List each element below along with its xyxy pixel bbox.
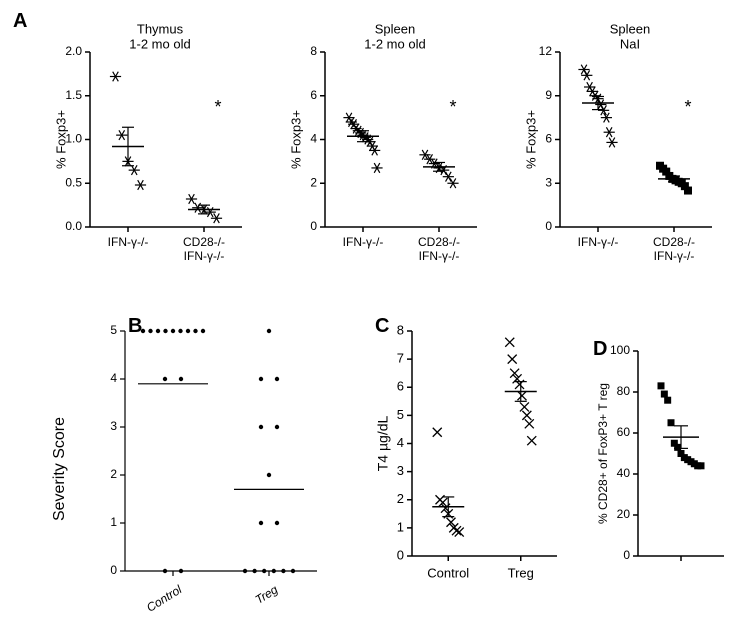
svg-text:12: 12 <box>539 44 553 58</box>
chart-spleen-nai: 036912% Foxp3+IFN-γ-/-CD28-/-IFN-γ-/-*Sp… <box>520 18 720 272</box>
svg-text:0: 0 <box>397 547 404 562</box>
svg-text:*: * <box>214 97 221 117</box>
panel-a-label: A <box>13 10 27 33</box>
svg-text:3: 3 <box>110 419 117 433</box>
svg-text:% CD28+ of FoxP3+ T reg: % CD28+ of FoxP3+ T reg <box>596 383 610 524</box>
svg-text:20: 20 <box>617 507 631 521</box>
svg-text:0: 0 <box>545 219 552 233</box>
svg-text:% Foxp3+: % Foxp3+ <box>288 110 303 169</box>
chart-cd28: 0 20 40 60 80 100 % CD28+ of FoxP3+ T reg <box>590 345 730 568</box>
svg-text:2: 2 <box>110 467 117 481</box>
svg-text:1-2 mo old: 1-2 mo old <box>129 36 190 51</box>
svg-text:2.0: 2.0 <box>65 44 82 58</box>
svg-text:3: 3 <box>397 463 404 478</box>
svg-text:6: 6 <box>397 379 404 394</box>
svg-text:1.5: 1.5 <box>65 88 82 102</box>
svg-text:CD28-/-: CD28-/- <box>183 235 225 249</box>
svg-text:5: 5 <box>397 407 404 422</box>
svg-text:8: 8 <box>397 325 404 337</box>
chart-thymus: 0.00.51.01.52.0% Foxp3+IFN-γ-/-CD28-/-IF… <box>50 18 250 272</box>
svg-text:6: 6 <box>545 132 552 146</box>
svg-text:Control: Control <box>427 565 469 580</box>
chart-t4: 0 1 2 3 4 5 6 7 8 T4 µg/dL Control Treg <box>370 325 565 586</box>
svg-text:100: 100 <box>610 345 630 357</box>
svg-text:0.0: 0.0 <box>65 219 82 233</box>
svg-text:3: 3 <box>545 175 552 189</box>
svg-text:IFN-γ-/-: IFN-γ-/- <box>184 249 225 263</box>
svg-text:4: 4 <box>110 371 117 385</box>
svg-text:8: 8 <box>310 44 317 58</box>
svg-text:60: 60 <box>617 425 631 439</box>
svg-text:NaI: NaI <box>620 36 640 51</box>
svg-text:5: 5 <box>110 325 117 337</box>
svg-text:*: * <box>449 97 456 117</box>
svg-text:6: 6 <box>310 88 317 102</box>
svg-text:1-2 mo old: 1-2 mo old <box>364 36 425 51</box>
svg-text:% Foxp3+: % Foxp3+ <box>523 110 538 169</box>
svg-text:IFN-γ-/-: IFN-γ-/- <box>578 235 619 249</box>
svg-text:Spleen: Spleen <box>375 21 415 36</box>
svg-text:2: 2 <box>310 175 317 189</box>
svg-text:80: 80 <box>617 384 631 398</box>
svg-text:T4 µg/dL: T4 µg/dL <box>375 416 391 472</box>
svg-text:9: 9 <box>545 88 552 102</box>
svg-text:Thymus: Thymus <box>137 21 184 36</box>
svg-text:*: * <box>684 97 691 117</box>
svg-text:0: 0 <box>110 563 117 577</box>
svg-text:CD28-/-: CD28-/- <box>653 235 695 249</box>
svg-text:1: 1 <box>397 519 404 534</box>
svg-text:2: 2 <box>397 491 404 506</box>
svg-text:4: 4 <box>397 435 404 450</box>
svg-text:1: 1 <box>110 515 117 529</box>
svg-text:CD28-/-: CD28-/- <box>418 235 460 249</box>
svg-text:0: 0 <box>310 219 317 233</box>
svg-text:Treg: Treg <box>253 582 281 607</box>
svg-text:Treg: Treg <box>508 565 534 580</box>
svg-text:% Foxp3+: % Foxp3+ <box>53 110 68 169</box>
svg-text:7: 7 <box>397 351 404 366</box>
svg-text:IFN-γ-/-: IFN-γ-/- <box>419 249 460 263</box>
chart-spleen-young: 02468% Foxp3+IFN-γ-/-CD28-/-IFN-γ-/-*Spl… <box>285 18 485 272</box>
svg-text:40: 40 <box>617 466 631 480</box>
panel-b-ylabel: Severity Score <box>51 389 69 549</box>
svg-text:4: 4 <box>310 132 317 146</box>
svg-text:IFN-γ-/-: IFN-γ-/- <box>343 235 384 249</box>
svg-text:0: 0 <box>623 548 630 562</box>
svg-text:0.5: 0.5 <box>65 175 82 189</box>
svg-text:IFN-γ-/-: IFN-γ-/- <box>108 235 149 249</box>
svg-text:IFN-γ-/-: IFN-γ-/- <box>654 249 695 263</box>
svg-text:Control: Control <box>144 582 185 615</box>
chart-severity: 0 1 2 3 4 5 Control Treg <box>85 325 345 621</box>
svg-text:Spleen: Spleen <box>610 21 650 36</box>
